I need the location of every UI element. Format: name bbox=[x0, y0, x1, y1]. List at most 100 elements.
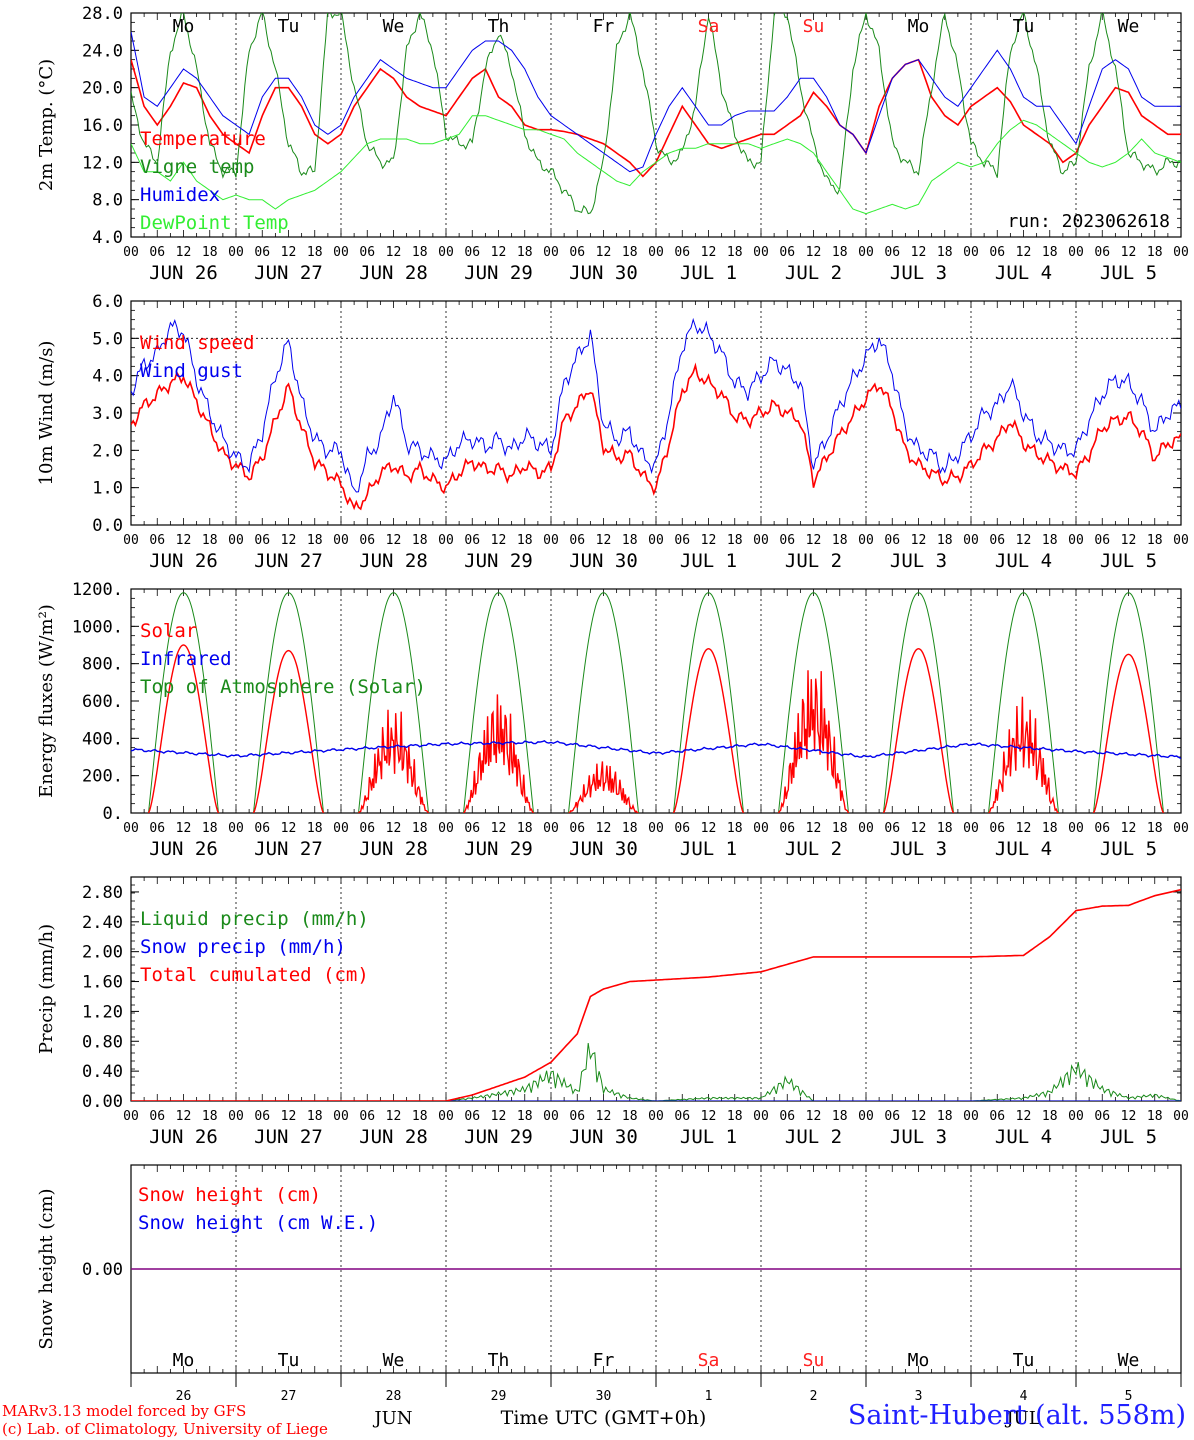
hour-label: 00 bbox=[648, 821, 664, 836]
data-layer bbox=[131, 13, 1181, 215]
hour-label: 18 bbox=[937, 533, 953, 548]
hour-label: 00 bbox=[753, 821, 769, 836]
hour-label: 06 bbox=[254, 245, 270, 260]
y-tick-label: 3.0 bbox=[92, 404, 123, 424]
hour-label: 12 bbox=[596, 533, 612, 548]
hour-label: 18 bbox=[832, 821, 848, 836]
hour-label: 18 bbox=[307, 533, 323, 548]
hour-label: 06 bbox=[779, 1109, 795, 1124]
legend-entry: Wind gust bbox=[140, 360, 243, 382]
hour-label: 06 bbox=[884, 821, 900, 836]
hour-label: 12 bbox=[491, 821, 507, 836]
hour-label: 12 bbox=[911, 245, 927, 260]
y-tick-label: 2.80 bbox=[82, 883, 123, 903]
hour-label: 06 bbox=[1094, 245, 1110, 260]
y-tick-label: 16.0 bbox=[82, 116, 123, 136]
hour-label: 00 bbox=[963, 245, 979, 260]
day-number: 3 bbox=[915, 1389, 923, 1404]
hour-label: 18 bbox=[412, 533, 428, 548]
weekday-label: We bbox=[383, 16, 405, 37]
hour-label: 06 bbox=[254, 1109, 270, 1124]
date-label: JUL 5 bbox=[1100, 838, 1157, 860]
y-tick-label: 1200. bbox=[72, 580, 123, 600]
hour-label: 12 bbox=[491, 245, 507, 260]
hour-label: 18 bbox=[622, 821, 638, 836]
panel-5: 0.00 Snow height (cm) Snow height (cm) Snow… bbox=[36, 1164, 1182, 1374]
date-label: JUL 4 bbox=[995, 838, 1052, 860]
y-tick-label: 0.00 bbox=[82, 1260, 123, 1280]
hour-label: 18 bbox=[937, 245, 953, 260]
hour-label: 00 bbox=[438, 1109, 454, 1124]
hour-label: 06 bbox=[359, 245, 375, 260]
station-name: Saint-Hubert (alt. 558m) bbox=[847, 1400, 1186, 1431]
hour-label: 12 bbox=[176, 245, 192, 260]
hour-label: 12 bbox=[911, 821, 927, 836]
hour-label: 12 bbox=[281, 1109, 297, 1124]
day-number: 29 bbox=[491, 1389, 507, 1404]
hour-label: 12 bbox=[806, 245, 822, 260]
hour-label: 00 bbox=[333, 1109, 349, 1124]
date-label: JUN 26 bbox=[149, 1126, 218, 1148]
series-line-solar bbox=[357, 709, 430, 813]
date-label: JUN 30 bbox=[569, 1126, 638, 1148]
weekday-label: Fr bbox=[593, 1350, 615, 1371]
hour-label: 18 bbox=[202, 1109, 218, 1124]
hour-label: 18 bbox=[937, 821, 953, 836]
hour-label: 06 bbox=[569, 245, 585, 260]
y-tick-label: 4.0 bbox=[92, 367, 123, 387]
hour-label: 06 bbox=[149, 1109, 165, 1124]
hour-label: 06 bbox=[1094, 533, 1110, 548]
weekday-label: We bbox=[1118, 16, 1140, 37]
hour-label: 06 bbox=[674, 821, 690, 836]
weekday-label: Tu bbox=[278, 1350, 300, 1371]
hour-label: 06 bbox=[149, 821, 165, 836]
date-label: JUL 1 bbox=[680, 1126, 737, 1148]
y-tick-label: 200. bbox=[82, 767, 123, 787]
hour-label: 00 bbox=[333, 821, 349, 836]
hour-label: 06 bbox=[464, 821, 480, 836]
hour-label: 12 bbox=[596, 1109, 612, 1124]
hour-label: 12 bbox=[1016, 1109, 1032, 1124]
hour-label: 00 bbox=[1173, 1109, 1189, 1124]
y-tick-label: 600. bbox=[82, 692, 123, 712]
series-line-top-of-atmosphere bbox=[988, 592, 1059, 813]
hour-label: 12 bbox=[281, 245, 297, 260]
hour-label: 06 bbox=[779, 821, 795, 836]
hour-label: 00 bbox=[753, 1109, 769, 1124]
weekday-label: Mo bbox=[908, 1350, 930, 1371]
hour-label: 12 bbox=[491, 1109, 507, 1124]
date-label: JUN 28 bbox=[359, 550, 428, 572]
series-line-solar bbox=[988, 696, 1059, 813]
hour-label: 00 bbox=[543, 533, 559, 548]
hour-label: 06 bbox=[149, 245, 165, 260]
hour-label: 12 bbox=[386, 533, 402, 548]
hour-label: 06 bbox=[359, 533, 375, 548]
y-tick-label: 4.0 bbox=[92, 228, 123, 248]
hour-label: 18 bbox=[517, 533, 533, 548]
legend-entry: Snow height (cm) bbox=[138, 1184, 321, 1206]
date-label: JUL 3 bbox=[890, 550, 947, 572]
hour-label: 18 bbox=[727, 245, 743, 260]
series-line-humidex bbox=[131, 31, 1181, 173]
date-label: JUN 27 bbox=[254, 838, 323, 860]
date-label: JUN 30 bbox=[569, 838, 638, 860]
hour-label: 12 bbox=[806, 821, 822, 836]
hour-label: 00 bbox=[228, 533, 244, 548]
hour-label: 12 bbox=[701, 533, 717, 548]
date-label: JUL 1 bbox=[680, 550, 737, 572]
data-layer bbox=[131, 888, 1181, 1101]
hour-label: 00 bbox=[543, 1109, 559, 1124]
hour-label: 12 bbox=[281, 821, 297, 836]
weekday-label: Tu bbox=[1013, 16, 1035, 37]
weekday-label: Tu bbox=[1013, 1350, 1035, 1371]
weekday-label: We bbox=[1118, 1350, 1140, 1371]
legend-entry: Liquid precip (mm/h) bbox=[140, 908, 369, 930]
y-tick-label: 6.0 bbox=[92, 292, 123, 312]
series-line-dewpoint-temp bbox=[131, 115, 1181, 215]
series-line-solar bbox=[777, 670, 850, 813]
hour-label: 18 bbox=[517, 1109, 533, 1124]
hour-label: 12 bbox=[176, 533, 192, 548]
hour-label: 00 bbox=[333, 533, 349, 548]
series-line-top-of-atmosphere bbox=[463, 592, 534, 813]
weekday-label: Mo bbox=[173, 1350, 195, 1371]
